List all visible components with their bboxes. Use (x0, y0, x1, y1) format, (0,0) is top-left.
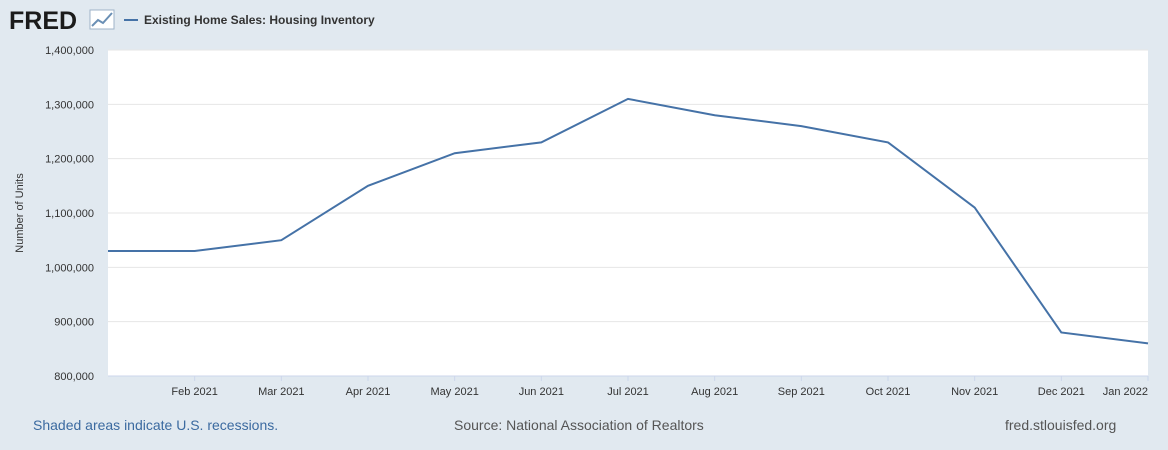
data-point[interactable] (451, 149, 459, 157)
data-point[interactable] (364, 182, 372, 190)
site-link[interactable]: fred.stlouisfed.org (1005, 417, 1117, 433)
x-tick-label: Dec 2021 (1038, 386, 1085, 398)
data-point[interactable] (1057, 329, 1065, 337)
y-tick-label: 1,300,000 (45, 99, 94, 111)
legend-label: Existing Home Sales: Housing Inventory (144, 13, 375, 27)
y-tick-label: 900,000 (54, 317, 94, 329)
data-point[interactable] (971, 204, 979, 212)
chart: FRED Existing Home Sales: Housing Invent… (9, 7, 1152, 398)
x-tick-label: Feb 2021 (171, 386, 217, 398)
recession-note-link[interactable]: Shaded areas indicate U.S. recessions. (33, 417, 279, 433)
x-tick-label: Aug 2021 (691, 386, 738, 398)
data-point[interactable] (277, 236, 285, 244)
y-tick-label: 800,000 (54, 371, 94, 383)
x-tick-label: May 2021 (431, 386, 479, 398)
x-tick-label: Mar 2021 (258, 386, 304, 398)
x-tick-label: Oct 2021 (866, 386, 911, 398)
y-tick-label: 1,100,000 (45, 208, 94, 220)
data-point[interactable] (104, 247, 112, 255)
x-tick-label: Jul 2021 (607, 386, 649, 398)
y-axis-ticks: 800,000 900,000 1,000,000 1,100,000 1,200,00… (45, 45, 94, 383)
x-axis-ticks: Feb 2021 Mar 2021 Apr 2021 May 2021 Jun 2021… (171, 376, 1149, 398)
data-point[interactable] (537, 138, 545, 146)
data-point[interactable] (624, 95, 632, 103)
x-tick-label: Sep 2021 (778, 386, 825, 398)
x-tick-label: Apr 2021 (346, 386, 391, 398)
fred-logo[interactable]: FRED (9, 7, 115, 35)
series-line (108, 97, 1149, 345)
data-point[interactable] (1144, 339, 1152, 347)
source-note: Source: National Association of Realtors (454, 417, 704, 433)
data-point[interactable] (191, 247, 199, 255)
data-point[interactable] (797, 122, 805, 130)
x-tick-label: Jun 2021 (519, 386, 564, 398)
data-point[interactable] (884, 138, 892, 146)
logo-chart-icon (89, 9, 115, 30)
x-tick-label: Nov 2021 (951, 386, 998, 398)
data-point[interactable] (711, 111, 719, 119)
legend: Existing Home Sales: Housing Inventory (124, 13, 375, 27)
y-axis-title: Number of Units (14, 173, 26, 253)
fred-logo-text: FRED (9, 7, 77, 35)
x-tick-label: Jan 2022 (1103, 386, 1148, 398)
y-tick-label: 1,000,000 (45, 262, 94, 274)
y-tick-label: 1,200,000 (45, 154, 94, 166)
y-tick-label: 1,400,000 (45, 45, 94, 57)
